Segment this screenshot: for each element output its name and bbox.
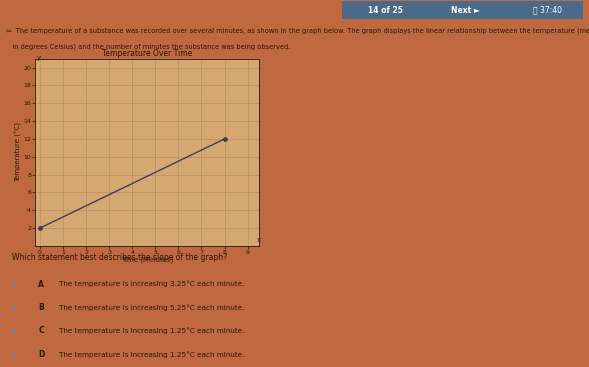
Text: ◄►: ◄► — [9, 305, 18, 310]
Text: B: B — [38, 303, 44, 312]
Text: Next ►: Next ► — [451, 6, 479, 15]
Text: ◄►: ◄► — [9, 352, 18, 357]
Text: The temperature is increasing 3.25°C each minute.: The temperature is increasing 3.25°C eac… — [59, 281, 244, 287]
Text: ⇦  The temperature of a substance was recorded over several minutes, as shown in: ⇦ The temperature of a substance was rec… — [6, 27, 589, 34]
Text: The temperature is increasing 1.25°C each minute.: The temperature is increasing 1.25°C eac… — [59, 327, 244, 334]
Text: C: C — [38, 326, 44, 335]
Y-axis label: Temperature (°C): Temperature (°C) — [15, 122, 22, 182]
Title: Temperature Over Time: Temperature Over Time — [102, 49, 193, 58]
Text: x: x — [257, 237, 261, 243]
Text: The temperature is increasing 1.25°C each minute.: The temperature is increasing 1.25°C eac… — [59, 351, 244, 357]
Text: D: D — [38, 350, 45, 359]
Text: y: y — [37, 55, 41, 61]
Text: ◄►: ◄► — [9, 281, 18, 287]
X-axis label: Time (Minutes): Time (Minutes) — [121, 257, 173, 263]
Text: ⏱ 37:40: ⏱ 37:40 — [533, 6, 562, 15]
FancyBboxPatch shape — [342, 1, 583, 19]
Text: 14 of 25: 14 of 25 — [368, 6, 403, 15]
Text: A: A — [38, 280, 44, 288]
Text: in degrees Celsius) and the number of minutes the substance was being observed.: in degrees Celsius) and the number of mi… — [6, 43, 290, 50]
Text: ◄►: ◄► — [9, 328, 18, 333]
Text: Which statement best describes the slope of the graph?: Which statement best describes the slope… — [12, 253, 227, 262]
Text: The temperature is increasing 5.25°C each minute.: The temperature is increasing 5.25°C eac… — [59, 304, 244, 311]
